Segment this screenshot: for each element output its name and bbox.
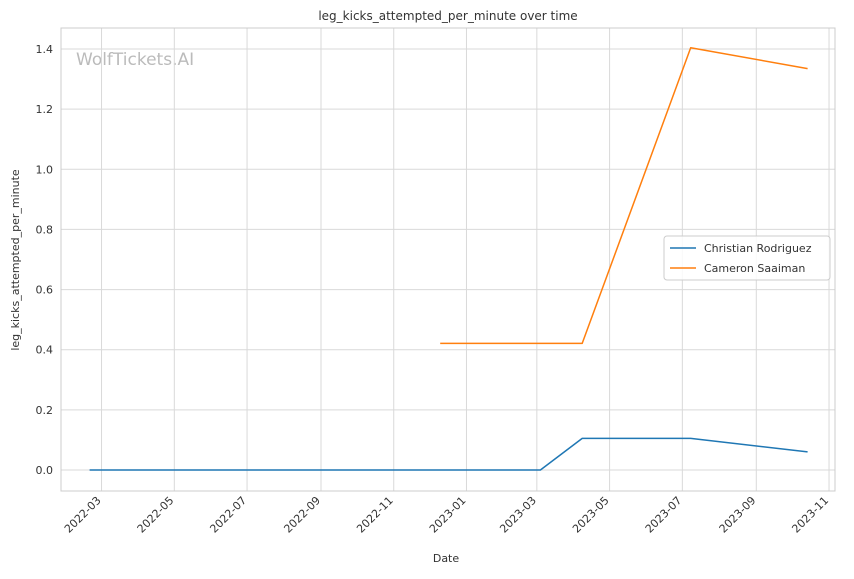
series-line-christian-rodriguez: [90, 438, 808, 470]
watermark: WolfTickets.AI: [76, 50, 194, 70]
x-tick-label: 2023-11: [789, 494, 831, 536]
y-tick-label: 1.0: [36, 163, 54, 176]
legend: Christian Rodriguez Cameron Saaiman: [664, 236, 830, 280]
y-tick-label: 1.2: [36, 103, 54, 116]
y-tick-label: 0.2: [36, 404, 54, 417]
x-tick-label: 2023-05: [570, 494, 612, 536]
series-line-cameron-saaiman: [440, 48, 807, 344]
y-tick-label: 1.4: [36, 43, 54, 56]
x-tick-label: 2022-09: [281, 494, 323, 536]
x-tick-label: 2022-11: [354, 494, 396, 536]
legend-label-cameron-saaiman: Cameron Saaiman: [704, 262, 805, 275]
x-axis-ticks: 2022-03 2022-05 2022-07 2022-09 2022-11 2023-…: [62, 494, 831, 536]
y-tick-label: 0.4: [36, 344, 54, 357]
y-tick-label: 0.8: [36, 223, 54, 236]
y-axis-label: leg_kicks_attempted_per_minute: [9, 169, 22, 351]
chart-title: leg_kicks_attempted_per_minute over time: [318, 9, 577, 23]
x-tick-label: 2023-03: [497, 494, 539, 536]
y-tick-label: 0.6: [36, 284, 54, 297]
x-tick-label: 2022-05: [135, 494, 177, 536]
x-tick-label: 2023-07: [643, 494, 685, 536]
x-axis-label: Date: [433, 552, 460, 565]
x-tick-label: 2022-03: [62, 494, 104, 536]
x-tick-label: 2022-07: [207, 494, 249, 536]
legend-label-christian-rodriguez: Christian Rodriguez: [704, 242, 812, 255]
y-tick-label: 0.0: [36, 464, 54, 477]
x-tick-label: 2023-09: [717, 494, 759, 536]
x-tick-label: 2023-01: [427, 494, 469, 536]
y-axis-ticks: 0.0 0.2 0.4 0.6 0.8 1.0 1.2 1.4: [36, 43, 54, 477]
